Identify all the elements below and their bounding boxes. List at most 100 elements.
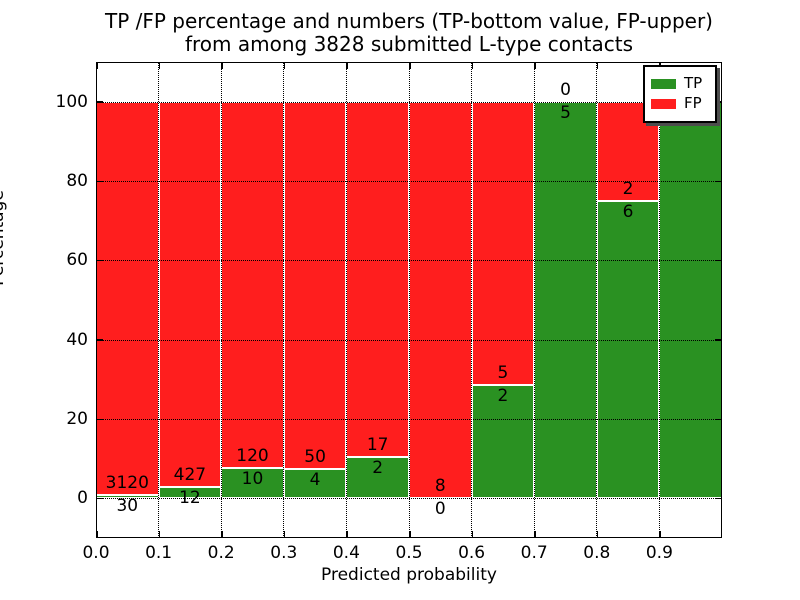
bar-6-fp-segment bbox=[471, 101, 535, 385]
annotation-fp-5: 8 bbox=[434, 476, 446, 497]
annotation-fp-4: 17 bbox=[366, 434, 389, 455]
y-tick-label-40: 40 bbox=[66, 329, 88, 350]
x-tickmark-bottom-1 bbox=[158, 531, 161, 538]
annotation-fp-8: 2 bbox=[622, 178, 634, 199]
legend-label-tp: TP bbox=[684, 74, 703, 92]
x-tickmark-top-7 bbox=[534, 62, 536, 69]
y-tick-label-100: 100 bbox=[55, 91, 88, 112]
x-tickmark-top-4 bbox=[346, 62, 348, 69]
x-tickmark-top-6 bbox=[471, 62, 474, 69]
annotation-tp-4: 2 bbox=[372, 457, 384, 478]
annotation-fp-2: 120 bbox=[236, 445, 269, 466]
x-tickmark-bottom-9 bbox=[659, 531, 661, 538]
x-tickmark-bottom-4 bbox=[346, 531, 348, 538]
x-tickmark-bottom-10 bbox=[720, 531, 722, 538]
annotation-fp-7: 0 bbox=[560, 79, 571, 100]
annotation-tp-0: 30 bbox=[116, 495, 139, 516]
annotation-fp-1: 427 bbox=[173, 465, 207, 486]
gridline-x-0.6 bbox=[471, 62, 473, 538]
annotation-fp-6: 5 bbox=[497, 363, 509, 383]
bar-7-tp-segment bbox=[534, 101, 597, 499]
bar-1-fp-segment bbox=[158, 101, 222, 488]
y-tickmark-right-100 bbox=[715, 101, 722, 103]
x-tickmark-bottom-6 bbox=[471, 531, 474, 538]
gridline-x-0.4 bbox=[345, 62, 347, 538]
annotation-fp-3: 50 bbox=[304, 446, 326, 467]
x-tick-label-0.5: 0.5 bbox=[395, 543, 423, 563]
gridline-y-0 bbox=[96, 498, 722, 500]
bar-4-fp-segment bbox=[346, 101, 409, 457]
bar-3-fp-segment bbox=[283, 101, 347, 469]
x-tickmark-top-3 bbox=[283, 62, 286, 69]
bar-2-tp-segment bbox=[221, 467, 284, 499]
x-tickmark-top-8 bbox=[596, 62, 599, 69]
y-tickmark-right-40 bbox=[715, 339, 722, 341]
annotation-tp-7: 5 bbox=[560, 102, 571, 123]
annotation-tp-5: 0 bbox=[434, 499, 446, 520]
y-tick-label-80: 80 bbox=[66, 171, 88, 191]
x-axis-label: Predicted probability bbox=[321, 565, 497, 585]
y-tick-label-20: 20 bbox=[66, 409, 88, 429]
bar-8-tp-segment bbox=[596, 200, 660, 499]
gridline-x-0.5 bbox=[408, 62, 410, 538]
y-tickmark-left-100 bbox=[96, 101, 103, 103]
y-axis-label: Percentage bbox=[0, 190, 8, 286]
y-tickmark-left-20 bbox=[96, 418, 103, 420]
x-tick-label-0.1: 0.1 bbox=[145, 543, 173, 563]
gridline-y-40 bbox=[96, 339, 722, 341]
x-tickmark-top-2 bbox=[221, 62, 223, 69]
x-tickmark-top-5 bbox=[409, 62, 411, 69]
bar-6-tp-segment bbox=[471, 385, 535, 499]
legend-item-fp: FP bbox=[651, 95, 709, 112]
x-tickmark-bottom-0 bbox=[96, 531, 98, 538]
legend-item-tp: TP bbox=[651, 75, 709, 92]
y-tickmark-left-40 bbox=[96, 339, 103, 341]
x-tick-label-0.0: 0.0 bbox=[82, 543, 110, 563]
gridline-x-0.8 bbox=[596, 62, 598, 538]
plot-area: 31203042712120105041728052052608 TP FP bbox=[96, 62, 722, 538]
bar-9-tp-segment bbox=[659, 101, 722, 499]
gridline-y-20 bbox=[96, 419, 722, 420]
chart-title-line1: TP /FP percentage and numbers (TP-bottom… bbox=[105, 9, 713, 33]
y-tickmark-left-80 bbox=[96, 180, 103, 182]
x-tickmark-top-10 bbox=[720, 62, 722, 69]
x-tick-label-0.3: 0.3 bbox=[270, 543, 298, 563]
y-tickmark-right-20 bbox=[715, 418, 722, 420]
gridline-y-80 bbox=[96, 181, 722, 182]
gridline-x-0.1 bbox=[158, 62, 160, 538]
annotation-fp-0: 3120 bbox=[105, 472, 149, 493]
y-tickmark-right-80 bbox=[715, 180, 722, 182]
x-tickmark-bottom-7 bbox=[534, 531, 536, 538]
y-tickmark-left-0 bbox=[96, 497, 103, 500]
y-tick-label-0: 0 bbox=[77, 488, 88, 509]
legend: TP FP bbox=[643, 65, 717, 123]
x-tickmark-bottom-3 bbox=[283, 531, 286, 538]
y-tickmark-right-0 bbox=[715, 497, 722, 500]
chart-title-line2: from among 3828 submitted L-type contact… bbox=[184, 32, 634, 56]
bar-2-fp-segment bbox=[221, 101, 284, 468]
y-tickmark-right-60 bbox=[715, 259, 722, 262]
gridline-x-0.9 bbox=[658, 62, 660, 538]
annotation-tp-2: 10 bbox=[241, 468, 264, 489]
fp-swatch-icon bbox=[651, 98, 676, 109]
legend-label-fp: FP bbox=[684, 94, 702, 112]
x-tick-label-0.7: 0.7 bbox=[520, 543, 548, 563]
gridline-x-0.2 bbox=[220, 62, 222, 538]
y-tickmark-left-60 bbox=[96, 259, 103, 262]
x-tickmark-top-1 bbox=[158, 62, 161, 69]
tp-swatch-icon bbox=[651, 78, 676, 89]
annotation-tp-8: 6 bbox=[622, 201, 634, 222]
gridline-y-60 bbox=[96, 260, 722, 262]
x-tick-label-0.8: 0.8 bbox=[583, 543, 611, 563]
annotation-tp-3: 4 bbox=[309, 469, 321, 490]
bar-0-fp-segment bbox=[96, 101, 159, 495]
x-tickmark-top-0 bbox=[96, 62, 98, 69]
x-tickmark-bottom-2 bbox=[221, 531, 223, 538]
gridline-x-0.7 bbox=[533, 62, 535, 538]
x-tick-label-0.6: 0.6 bbox=[458, 543, 486, 563]
gridline-y-100 bbox=[96, 101, 722, 103]
x-tick-label-0.9: 0.9 bbox=[645, 543, 673, 563]
bar-5-fp-segment bbox=[409, 101, 472, 499]
x-tickmark-bottom-8 bbox=[596, 531, 599, 538]
